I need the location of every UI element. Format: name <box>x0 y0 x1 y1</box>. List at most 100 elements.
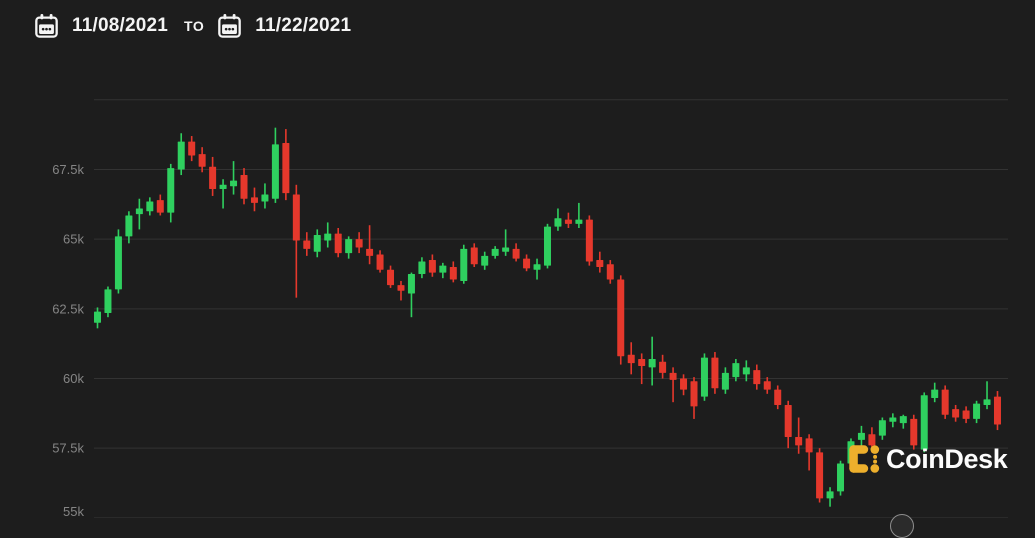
candle-body <box>366 248 374 256</box>
y-axis-label: 62.5k <box>52 301 84 316</box>
candle-body <box>502 247 510 252</box>
candle-body <box>198 154 206 167</box>
candle-body <box>763 381 771 390</box>
y-axis-label: 67.5k <box>52 162 84 177</box>
candle-body <box>167 168 175 213</box>
candle-body <box>784 404 792 438</box>
candle-body <box>407 273 415 294</box>
candle-body <box>460 248 468 281</box>
y-axis-label: 57.5k <box>52 441 84 456</box>
y-axis-label: 55k <box>63 504 84 518</box>
candle-body <box>418 261 426 274</box>
candle-body <box>878 420 886 436</box>
coindesk-wordmark: CoinDesk <box>886 444 1008 474</box>
candle-body <box>816 452 824 499</box>
candle-body <box>627 354 635 364</box>
candle-body <box>962 410 970 419</box>
candle-body <box>104 289 112 314</box>
candle-body <box>993 396 1001 425</box>
candle-wick <box>986 381 988 410</box>
candle-wick <box>797 417 800 454</box>
candle-body <box>952 409 960 418</box>
candle-wick <box>295 184 298 298</box>
candle-body <box>680 378 688 390</box>
candle-body <box>920 395 928 450</box>
candle-body <box>230 180 238 187</box>
candle-body <box>387 269 395 286</box>
candle-body <box>261 194 269 202</box>
candle-body <box>669 372 677 380</box>
candle-wick <box>368 225 371 265</box>
candle-body <box>857 432 865 440</box>
candle-body <box>146 201 154 212</box>
calendar-icon[interactable] <box>218 13 242 39</box>
candle-body <box>156 200 164 213</box>
candle-body <box>638 358 646 366</box>
candle-wick <box>672 367 674 403</box>
candle-body <box>889 417 897 422</box>
candle-body <box>481 255 489 266</box>
candle-body <box>575 219 583 224</box>
candle-body <box>826 491 834 499</box>
candle-body <box>973 403 981 419</box>
calendar-icon[interactable] <box>35 13 58 39</box>
candle-body <box>219 184 227 189</box>
candle-body <box>397 285 405 291</box>
candle-body <box>292 194 300 241</box>
candle-body <box>470 247 478 265</box>
candle-body <box>983 399 991 405</box>
candle-wick <box>222 179 224 209</box>
candle-body <box>250 197 258 203</box>
candle-body <box>135 208 143 215</box>
candle-body <box>931 389 939 399</box>
y-axis-label: 60k <box>63 371 84 386</box>
candle-body <box>606 264 614 280</box>
candle-body <box>125 215 133 237</box>
end-date-field[interactable]: 11/22/2021 <box>255 15 352 36</box>
candle-body <box>428 260 436 273</box>
candle-body <box>345 239 353 254</box>
date-range-header: 11/08/2021 TO 11/22/2021 <box>35 11 351 41</box>
candle-wick <box>232 161 235 195</box>
start-date-field[interactable]: 11/08/2021 <box>72 15 169 36</box>
candle-wick <box>410 272 413 318</box>
coindesk-watermark: CoinDesk <box>846 442 1008 476</box>
candle-body <box>355 239 363 248</box>
candle-body <box>753 370 761 385</box>
candle-wick <box>640 353 643 385</box>
candle-body <box>554 218 562 227</box>
coindesk-logo-icon <box>849 445 880 473</box>
date-range-separator: TO <box>184 18 205 34</box>
candle-body <box>523 258 531 269</box>
candle-body <box>868 434 876 446</box>
candle-body <box>439 265 447 273</box>
candle-body <box>690 381 698 407</box>
y-axis-label: 65k <box>63 232 84 247</box>
candle-body <box>334 233 342 254</box>
candle-body <box>324 233 332 241</box>
candle-body <box>596 260 604 268</box>
candle-body <box>177 141 185 170</box>
candle-body <box>313 234 321 252</box>
candle-body <box>711 357 719 389</box>
candle-body <box>617 279 625 357</box>
candle-body <box>700 357 708 397</box>
candle-body <box>732 363 740 378</box>
candle-body <box>774 389 782 405</box>
candle-body <box>188 141 196 156</box>
candlestick-chart[interactable]: 67.5k 65k 62.5k 60k 57.5k 55k <box>0 0 1035 518</box>
candle-body <box>449 267 457 280</box>
candle-body <box>805 438 813 453</box>
candle-body <box>941 389 949 415</box>
candle-body <box>114 236 122 290</box>
candle-body <box>648 358 656 368</box>
candle-body <box>659 361 667 373</box>
candle-body <box>512 248 520 259</box>
candle-body <box>742 367 750 375</box>
candle-body <box>303 240 311 249</box>
candle-body <box>94 311 101 323</box>
candle-body <box>282 142 290 194</box>
candle-body <box>721 372 729 390</box>
candle-body <box>376 254 384 270</box>
